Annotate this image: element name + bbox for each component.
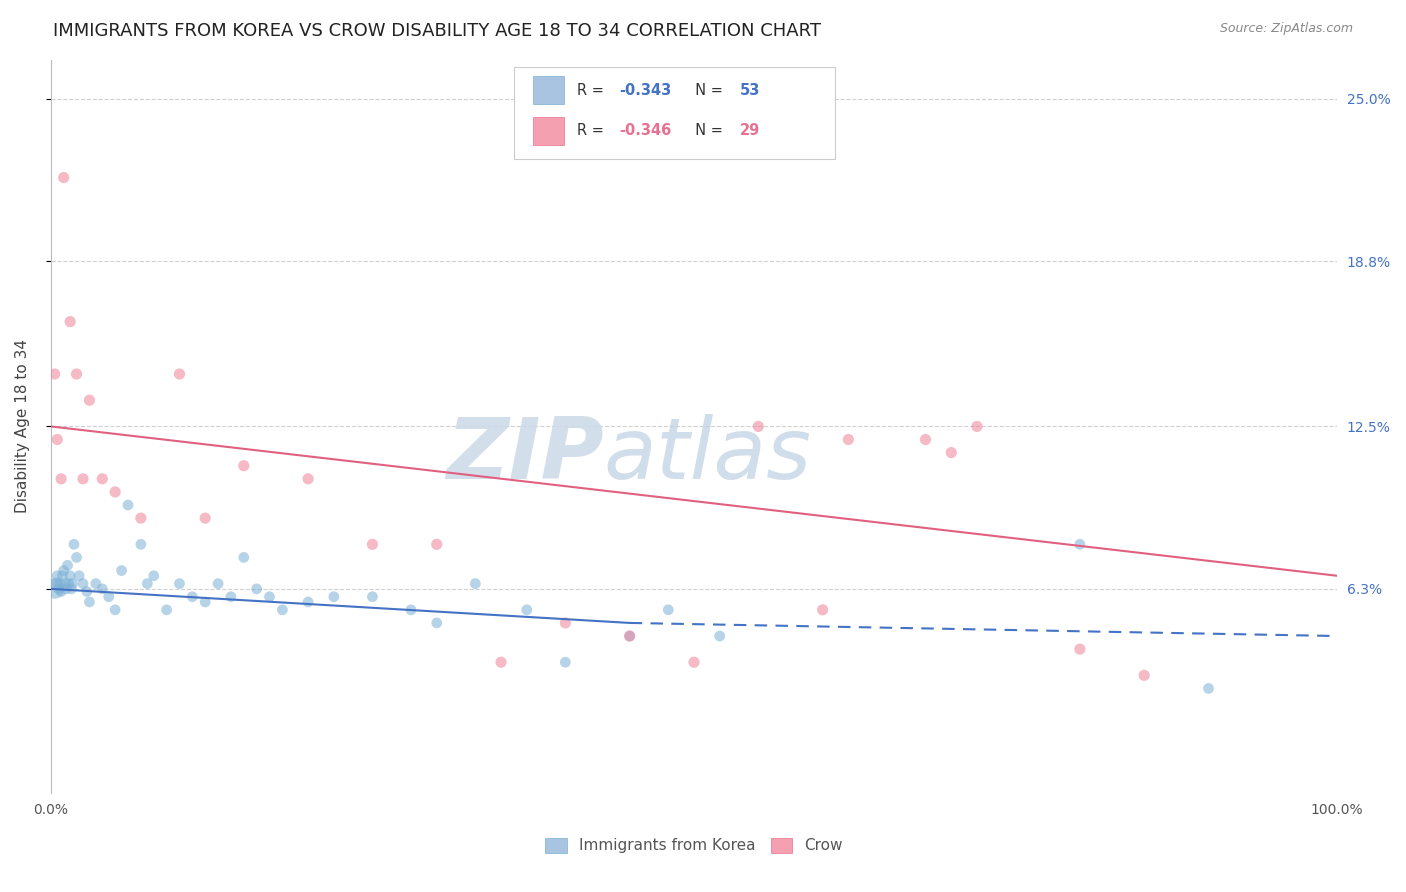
Point xyxy=(129,537,152,551)
Point xyxy=(246,582,269,596)
Text: N =: N = xyxy=(686,123,728,138)
Point xyxy=(72,472,94,486)
Point xyxy=(63,537,86,551)
Point xyxy=(65,550,87,565)
Point xyxy=(60,582,83,596)
Point xyxy=(59,568,82,582)
FancyBboxPatch shape xyxy=(533,117,564,145)
Point xyxy=(232,550,254,565)
Legend: Immigrants from Korea, Crow: Immigrants from Korea, Crow xyxy=(537,830,851,861)
Point xyxy=(51,568,73,582)
Point xyxy=(59,315,82,329)
Point xyxy=(79,595,101,609)
Point xyxy=(155,603,177,617)
Point xyxy=(49,472,72,486)
Point xyxy=(464,576,486,591)
Text: ZIP: ZIP xyxy=(446,414,605,497)
Point xyxy=(110,564,132,578)
Point xyxy=(361,537,384,551)
Point xyxy=(709,629,731,643)
Point xyxy=(207,576,229,591)
Point xyxy=(554,615,576,630)
Point xyxy=(1069,642,1091,657)
Text: 29: 29 xyxy=(741,123,761,138)
Point xyxy=(79,393,101,408)
Point xyxy=(72,576,94,591)
Point xyxy=(259,590,281,604)
Point xyxy=(426,615,449,630)
Point xyxy=(1069,537,1091,551)
Point xyxy=(53,576,76,591)
Text: atlas: atlas xyxy=(605,414,811,497)
Point xyxy=(91,582,114,596)
Point xyxy=(1133,668,1156,682)
Point xyxy=(683,655,706,669)
Point xyxy=(169,576,191,591)
Point xyxy=(811,603,834,617)
Point xyxy=(837,433,859,447)
Point xyxy=(232,458,254,473)
Point xyxy=(219,590,242,604)
Point xyxy=(271,603,294,617)
Point xyxy=(44,367,66,381)
Point xyxy=(169,367,191,381)
Point xyxy=(619,629,641,643)
Point xyxy=(46,433,69,447)
Point xyxy=(52,170,75,185)
Point xyxy=(619,629,641,643)
Point xyxy=(297,472,319,486)
Point xyxy=(399,603,422,617)
Point xyxy=(49,584,72,599)
Point xyxy=(489,655,512,669)
Point xyxy=(426,537,449,551)
Text: N =: N = xyxy=(686,83,728,98)
Text: -0.346: -0.346 xyxy=(620,123,672,138)
Point xyxy=(941,445,963,459)
Point xyxy=(48,582,70,596)
Point xyxy=(181,590,204,604)
Text: -0.343: -0.343 xyxy=(620,83,672,98)
Point xyxy=(97,590,120,604)
FancyBboxPatch shape xyxy=(515,67,835,159)
Text: R =: R = xyxy=(576,123,609,138)
Point xyxy=(58,576,80,591)
Point xyxy=(966,419,988,434)
Point xyxy=(49,576,72,591)
Point xyxy=(62,576,84,591)
Point xyxy=(657,603,679,617)
Text: Source: ZipAtlas.com: Source: ZipAtlas.com xyxy=(1219,22,1353,36)
FancyBboxPatch shape xyxy=(533,77,564,104)
Point xyxy=(554,655,576,669)
Point xyxy=(55,582,77,596)
Text: IMMIGRANTS FROM KOREA VS CROW DISABILITY AGE 18 TO 34 CORRELATION CHART: IMMIGRANTS FROM KOREA VS CROW DISABILITY… xyxy=(53,22,821,40)
Point xyxy=(297,595,319,609)
Y-axis label: Disability Age 18 to 34: Disability Age 18 to 34 xyxy=(15,340,30,514)
Point xyxy=(76,584,98,599)
Point xyxy=(67,568,90,582)
Point xyxy=(1198,681,1220,696)
Point xyxy=(45,576,67,591)
Point xyxy=(104,603,127,617)
Point xyxy=(56,558,79,573)
Text: R =: R = xyxy=(576,83,609,98)
Point xyxy=(84,576,107,591)
Point xyxy=(136,576,159,591)
Point xyxy=(194,511,217,525)
Point xyxy=(52,564,75,578)
Point xyxy=(914,433,936,447)
Point xyxy=(117,498,139,512)
Point xyxy=(91,472,114,486)
Point xyxy=(46,568,69,582)
Point xyxy=(361,590,384,604)
Point xyxy=(516,603,538,617)
Point xyxy=(322,590,344,604)
Point xyxy=(194,595,217,609)
Point xyxy=(44,582,66,596)
Point xyxy=(142,568,165,582)
Text: 53: 53 xyxy=(741,83,761,98)
Point xyxy=(129,511,152,525)
Point xyxy=(65,367,87,381)
Point xyxy=(104,484,127,499)
Point xyxy=(747,419,769,434)
